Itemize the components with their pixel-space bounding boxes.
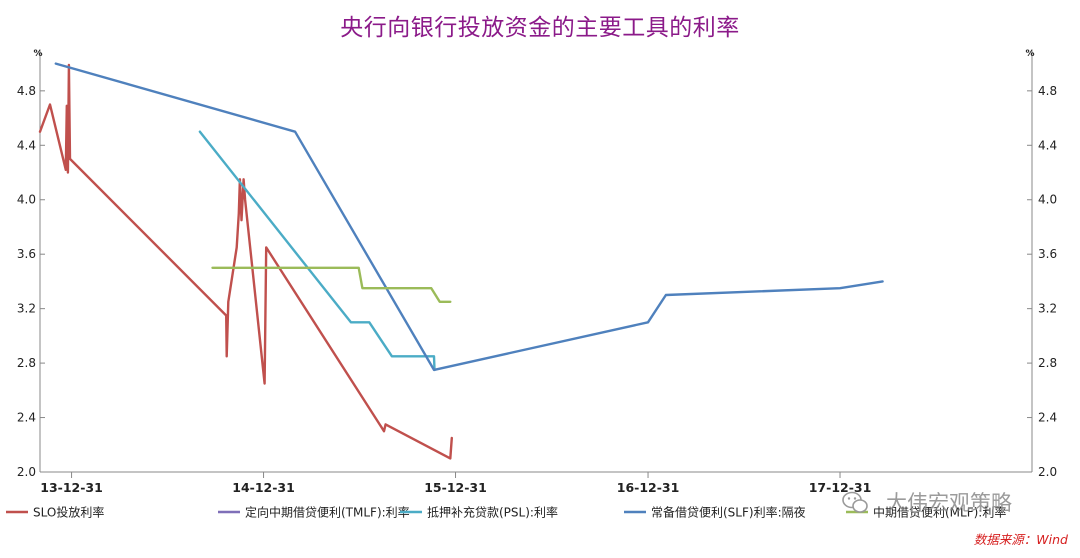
- wechat-icon: [842, 491, 868, 513]
- legend-label-2: 抵押补充贷款(PSL):利率: [427, 505, 558, 520]
- y-tick-label-left: 2.0: [17, 465, 36, 479]
- y-tick-label-right: 3.6: [1038, 247, 1057, 261]
- y-tick-label-left: 4.0: [17, 193, 36, 207]
- chart-title: 央行向银行投放资金的主要工具的利率: [340, 15, 740, 41]
- x-tick-label: 13-12-31: [40, 480, 103, 495]
- chart-legend: SLO投放利率 定向中期借贷便利(TMLF):利率 抵押补充贷款(PSL):利率 常备…: [6, 505, 1006, 520]
- y-tick-label-left: 4.8: [17, 84, 36, 98]
- y-tick-label-right: 4.8: [1038, 84, 1057, 98]
- series-line-3: [54, 62, 884, 372]
- chart-series: [38, 62, 884, 460]
- series-line-2: [198, 130, 436, 372]
- legend-label-4: 中期借贷便利(MLF):利率: [873, 505, 1006, 520]
- x-tick-label: 15-12-31: [424, 480, 487, 495]
- y-tick-label-right: 4.0: [1038, 193, 1057, 207]
- y-unit-right: %: [1025, 49, 1034, 59]
- y-tick-label-right: 2.8: [1038, 356, 1057, 370]
- series-line-0: [38, 63, 453, 460]
- y-tick-label-left: 4.4: [17, 138, 36, 152]
- x-tick-label: 17-12-31: [809, 480, 872, 495]
- series-line-4: [211, 266, 452, 303]
- y-unit-left: %: [33, 49, 42, 59]
- legend-label-3: 常备借贷便利(SLF)利率:隔夜: [651, 505, 806, 520]
- x-tick-label: 16-12-31: [617, 480, 680, 495]
- x-tick-label: 14-12-31: [232, 480, 295, 495]
- chart-axes: % % 2.0 2.0 2.4 2.4 2.8 2.8 3.2 3.2 3.6 3.6 4.0 4.0 4.…: [17, 49, 1057, 495]
- y-tick-label-right: 2.4: [1038, 411, 1057, 425]
- source-note: 数据来源：Wind: [974, 532, 1068, 547]
- watermark: 大伟宏观策略: [842, 491, 1012, 515]
- y-tick-label-left: 3.6: [17, 247, 36, 261]
- y-tick-label-left: 2.8: [17, 356, 36, 370]
- legend-label-1: 定向中期借贷便利(TMLF):利率: [245, 505, 410, 520]
- watermark-text: 大伟宏观策略: [886, 491, 1012, 515]
- y-tick-label-right: 4.4: [1038, 138, 1057, 152]
- legend-label-0: SLO投放利率: [33, 505, 104, 520]
- y-tick-label-left: 3.2: [17, 302, 36, 316]
- y-tick-label-right: 2.0: [1038, 465, 1057, 479]
- y-tick-label-right: 3.2: [1038, 302, 1057, 316]
- y-tick-label-left: 2.4: [17, 411, 36, 425]
